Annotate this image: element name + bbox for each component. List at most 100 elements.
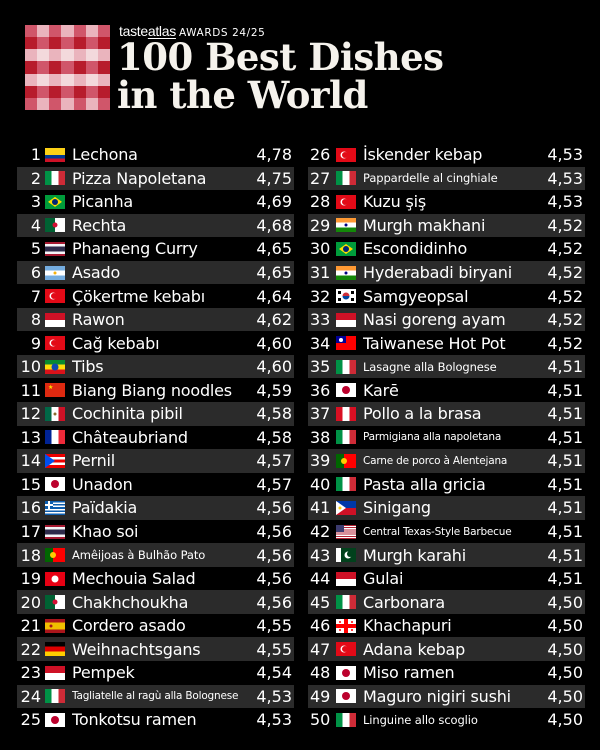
rank-number: 48: [310, 663, 331, 683]
gingham-cell: [37, 49, 50, 62]
dish-rating: 4,55: [256, 616, 292, 636]
dish-rating: 4,53: [547, 192, 583, 212]
gingham-cell: [61, 97, 74, 110]
flag-georgia-icon: [336, 618, 356, 633]
ranking-row: 39 Carne de porco à Alentejana 4,51: [308, 449, 585, 473]
gingham-cell: [97, 61, 110, 74]
flag-turkey-icon: [45, 336, 65, 351]
ranking-row: 12 Cochinita pibil 4,58: [17, 402, 294, 426]
dish-rating: 4,52: [547, 215, 583, 235]
gingham-cell: [61, 37, 74, 50]
dish-rating: 4,50: [547, 686, 583, 706]
gingham-cell: [73, 97, 86, 110]
dish-name: Gulai: [363, 569, 404, 589]
gingham-cell: [25, 25, 38, 38]
gingham-logo-icon: [25, 25, 110, 110]
gingham-cell: [73, 73, 86, 86]
brand-line: tasteatlas AWARDS 24/25: [119, 24, 265, 40]
dish-name: Cordero asado: [72, 616, 186, 636]
ranking-row: 24 Tagliatelle al ragù alla Bolognese 4,53: [17, 684, 294, 709]
rank-number: 29: [310, 215, 331, 235]
dish-name: Châteaubriand: [72, 427, 188, 447]
rank-number: 32: [310, 286, 331, 306]
gingham-cell: [49, 73, 62, 86]
dish-rating: 4,69: [256, 192, 292, 212]
dish-name: Pasta alla gricia: [363, 474, 486, 494]
dish-rating: 4,59: [256, 380, 292, 400]
ranking-row: 34 Taiwanese Hot Pot 4,52: [308, 331, 585, 355]
gingham-cell: [85, 97, 98, 110]
dish-rating: 4,50: [547, 663, 583, 683]
dish-rating: 4,75: [256, 168, 292, 188]
dish-name: Rawon: [72, 310, 125, 330]
dish-name: Pappardelle al cinghiale: [363, 171, 498, 186]
ranking-row: 35 Lasagne alla Bolognese 4,51: [308, 354, 585, 379]
rank-number: 46: [310, 616, 331, 636]
flag-south-korea-icon: [336, 289, 356, 304]
rank-number: 13: [20, 427, 41, 447]
gingham-cell: [49, 37, 62, 50]
rank-number: 6: [30, 263, 41, 282]
rank-number: 38: [310, 427, 331, 447]
ranking-row: 8 Rawon 4,62: [17, 307, 294, 332]
flag-japan-icon: [336, 689, 356, 704]
gingham-cell: [37, 25, 50, 38]
rank-number: 14: [20, 451, 41, 471]
ranking-row: 45 Carbonara 4,50: [308, 590, 585, 614]
ranking-row: 44 Gulai 4,51: [308, 567, 585, 591]
ranking-row: 25 Tonkotsu ramen 4,53: [17, 708, 294, 732]
dish-name: Parmigiana alla napoletana: [363, 431, 502, 444]
dish-rating: 4,52: [547, 310, 583, 330]
flag-taiwan-icon: [336, 336, 356, 351]
rank-number: 10: [20, 357, 41, 377]
flag-italy-icon: [336, 430, 356, 445]
dish-name: İskender kebap: [363, 145, 483, 165]
dish-name: Païdakia: [72, 498, 138, 518]
dish-name: Tibs: [72, 357, 104, 377]
flag-brazil-icon: [45, 194, 65, 209]
rank-number: 7: [30, 286, 41, 306]
gingham-cell: [61, 85, 74, 98]
dish-rating: 4,58: [256, 427, 292, 447]
flag-tunisia-icon: [45, 571, 65, 586]
rank-number: 44: [310, 569, 331, 589]
dish-rating: 4,57: [256, 451, 292, 471]
dish-rating: 4,56: [256, 522, 292, 542]
dish-name: Amêijoas à Bulhão Pato: [72, 548, 206, 563]
dish-rating: 4,51: [547, 427, 583, 447]
dish-name: Murgh makhani: [363, 215, 486, 235]
dish-name: Carbonara: [363, 592, 446, 612]
ranking-row: 22 Weihnachtsgans 4,55: [17, 637, 294, 662]
dish-name: Linguine allo scoglio: [363, 712, 478, 727]
dish-name: Picanha: [72, 192, 134, 212]
dish-rating: 4,53: [547, 168, 583, 188]
dish-name: Lasagne alla Bolognese: [363, 359, 497, 374]
dish-name: Weihnachtsgans: [72, 639, 201, 659]
flag-portugal-icon: [45, 548, 65, 563]
rank-number: 27: [310, 168, 331, 188]
dish-name: Biang Biang noodles: [72, 380, 232, 400]
gingham-cell: [85, 61, 98, 74]
rank-number: 3: [30, 192, 41, 212]
rank-number: 45: [310, 592, 331, 612]
rank-number: 16: [20, 498, 41, 518]
ranking-row: 31 Hyderabadi biryani 4,52: [308, 260, 585, 285]
flag-italy-icon: [336, 595, 356, 610]
ranking-row: 14 Pernil 4,57: [17, 449, 294, 473]
dish-name: Nasi goreng ayam: [363, 310, 506, 330]
rank-number: 12: [20, 404, 41, 424]
flag-argentina-icon: [45, 265, 65, 280]
dish-rating: 4,51: [547, 569, 583, 589]
flag-india-icon: [336, 265, 356, 280]
dish-rating: 4,68: [256, 215, 292, 235]
ranking-row: 3 Picanha 4,69: [17, 190, 294, 214]
ranking-row: 20 Chakhchoukha 4,56: [17, 590, 294, 614]
rank-number: 50: [310, 710, 331, 730]
ranking-column-left: 1 Lechona 4,78 2 Pizza Napoletana 4,75 3 Picanh…: [17, 143, 294, 732]
dish-name: Çökertme kebabı: [72, 286, 205, 306]
gingham-cell: [25, 85, 38, 98]
ranking-row: 36 Karē 4,51: [308, 378, 585, 402]
dish-rating: 4,50: [547, 616, 583, 636]
dish-rating: 4,51: [547, 404, 583, 424]
rank-number: 30: [310, 239, 331, 259]
